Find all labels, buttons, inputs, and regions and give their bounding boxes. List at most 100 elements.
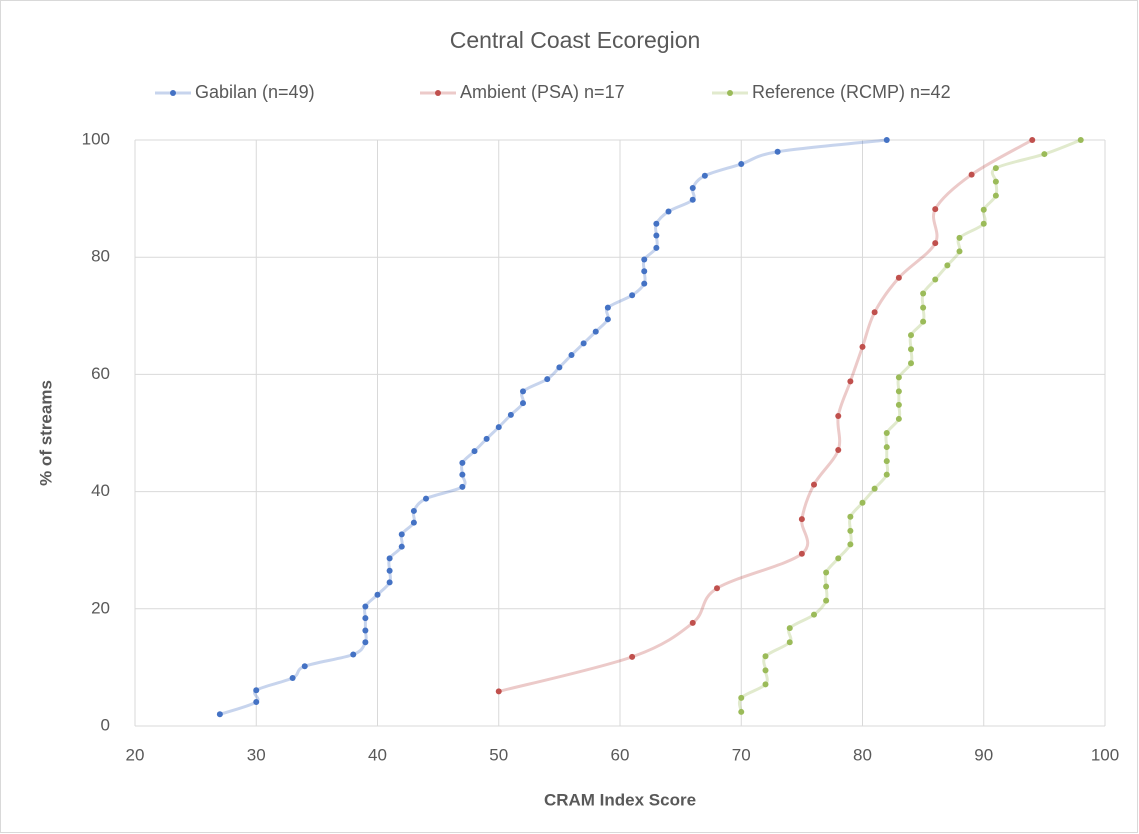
data-point (774, 148, 781, 155)
y-tick-label: 100 (82, 129, 110, 148)
data-point (859, 499, 866, 506)
data-point (386, 579, 393, 586)
data-point (895, 374, 902, 381)
data-point (689, 196, 696, 203)
data-point (895, 401, 902, 408)
chart-title: Central Coast Ecoregion (450, 27, 701, 53)
data-point (1029, 137, 1036, 143)
data-point (374, 591, 381, 598)
data-point (920, 318, 927, 325)
data-point (216, 711, 223, 718)
data-point (847, 541, 854, 548)
data-point (410, 507, 417, 514)
data-point (629, 292, 636, 299)
data-point (908, 332, 914, 339)
data-point (386, 567, 393, 574)
y-tick-label: 20 (91, 598, 110, 617)
y-tick-label: 0 (101, 715, 110, 734)
data-point (786, 639, 793, 646)
data-point (908, 346, 914, 353)
data-point (362, 615, 369, 622)
data-point (798, 550, 805, 557)
data-point (992, 165, 999, 172)
data-point (932, 276, 939, 283)
data-point (956, 234, 963, 241)
data-point (883, 137, 890, 143)
data-point (738, 694, 745, 701)
data-point (714, 585, 720, 592)
x-tick-label: 70 (732, 745, 751, 764)
data-point (520, 400, 526, 407)
legend-label: Reference (RCMP) n=42 (752, 82, 951, 102)
data-point (847, 527, 854, 534)
data-point (459, 471, 466, 478)
data-point (932, 240, 939, 247)
data-point (604, 304, 611, 311)
data-point (811, 481, 817, 488)
data-point (835, 555, 842, 562)
legend-marker (435, 90, 441, 96)
data-point (483, 435, 490, 442)
data-point (386, 555, 393, 562)
data-point (604, 316, 611, 323)
data-point (992, 178, 999, 185)
data-point (968, 171, 975, 178)
data-point (689, 619, 696, 626)
data-point (883, 430, 890, 436)
data-point (495, 688, 502, 695)
data-point (641, 256, 648, 263)
legend-marker (727, 90, 733, 96)
data-point (932, 206, 939, 213)
data-point (944, 262, 951, 269)
data-point (410, 519, 417, 526)
data-point (738, 708, 745, 715)
data-point (471, 448, 478, 455)
x-tick-label: 40 (368, 745, 387, 764)
data-point (544, 376, 551, 383)
data-point (301, 663, 308, 670)
data-point (811, 611, 817, 618)
data-point (871, 309, 878, 316)
data-point (883, 471, 890, 478)
data-point (895, 274, 902, 281)
x-tick-label: 50 (489, 745, 508, 764)
x-tick-label: 80 (853, 745, 872, 764)
data-point (859, 343, 866, 350)
data-point (653, 232, 660, 239)
x-tick-label: 90 (974, 745, 993, 764)
data-point (459, 483, 466, 490)
data-point (641, 268, 648, 275)
y-axis-label: % of streams (36, 380, 55, 486)
data-point (350, 651, 357, 658)
data-point (689, 185, 696, 192)
data-point (568, 352, 575, 359)
y-tick-label: 40 (91, 481, 110, 500)
x-tick-label: 30 (247, 745, 266, 764)
legend-marker (170, 90, 176, 96)
data-point (1041, 151, 1048, 158)
data-point (362, 627, 369, 634)
data-point (895, 415, 902, 422)
data-point (1077, 137, 1084, 143)
data-point (398, 543, 405, 550)
data-point (289, 674, 296, 681)
data-point (835, 446, 842, 453)
legend-label: Ambient (PSA) n=17 (460, 82, 625, 102)
data-point (920, 304, 927, 311)
data-point (847, 513, 854, 520)
data-point (980, 206, 987, 213)
data-point (883, 458, 890, 465)
data-point (823, 597, 830, 604)
data-point (556, 364, 563, 371)
data-point (762, 667, 769, 674)
data-point (629, 653, 636, 660)
data-point (423, 495, 429, 502)
data-point (459, 459, 466, 466)
data-point (908, 360, 914, 367)
x-tick-label: 60 (611, 745, 630, 764)
data-point (495, 424, 502, 431)
data-point (847, 378, 854, 385)
data-point (580, 340, 587, 347)
